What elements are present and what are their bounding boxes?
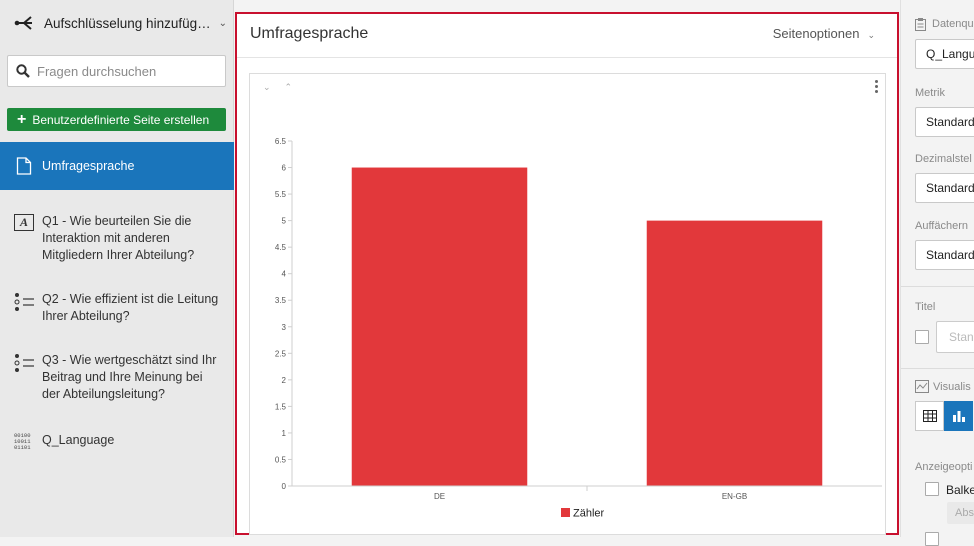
divider [237, 57, 897, 58]
y-tick-label: 6.5 [275, 137, 287, 146]
y-tick-label: 3 [282, 323, 287, 332]
legend-label: Zähler [573, 508, 605, 520]
create-custom-page-label: Benutzerdefinierte Seite erstellen [32, 112, 210, 127]
y-tick-label: 4 [282, 270, 287, 279]
bars-checkbox[interactable] [925, 482, 939, 496]
main-area: Umfragesprache Seitenoptionen ⌄ ⌄⌃ 0 0.5 1 1… [235, 0, 900, 537]
divider [901, 368, 974, 369]
y-tick-label: 3.5 [275, 296, 287, 305]
y-tick-label: 1.5 [275, 402, 287, 411]
y-tick-label: 2.5 [275, 349, 287, 358]
y-tick-label: 0 [282, 482, 287, 491]
decimals-select[interactable]: Standard [915, 173, 974, 203]
text-entry-icon: A [14, 214, 34, 231]
sidebar-item-survey-language[interactable]: Umfragesprache [0, 142, 234, 190]
page-options-button[interactable]: Seitenoptionen ⌄ [773, 26, 875, 41]
multiple-choice-icon [14, 293, 34, 311]
y-tick-label: 6 [282, 164, 287, 173]
chevron-down-icon[interactable]: ⌄ [263, 82, 285, 92]
chevron-down-icon: ⌄ [218, 17, 227, 29]
decimals-label: Dezimalstel [915, 153, 972, 165]
page-title: Umfragesprache [250, 25, 369, 42]
sidebar-item-label: Q3 - Wie wertgeschätzt sind Ihr Beitrag … [42, 353, 217, 401]
breakdown-dropdown[interactable]: Aufschlüsselung hinzufüg… ⌄ [0, 0, 233, 46]
y-tick-label: 1 [282, 429, 287, 438]
search-input[interactable] [37, 63, 217, 79]
bars-option-label: Balke [946, 483, 974, 497]
bar-chart: 0 0.5 1 1.5 2 2.5 3 3.5 4 4.5 5 5.5 6 6.5 DE EN-GB Zäh… [275, 137, 882, 520]
data-source-select[interactable]: Q_Langu [915, 39, 974, 69]
sidebar: Aufschlüsselung hinzufüg… ⌄ + Benutzerde… [0, 0, 234, 537]
abs-field[interactable]: Abs [947, 502, 974, 524]
y-tick-label: 0.5 [275, 455, 287, 464]
plus-icon: + [17, 110, 27, 128]
metric-label: Metrik [915, 87, 945, 99]
multiple-choice-icon [14, 354, 34, 372]
page-icon [16, 157, 32, 175]
clipboard-icon [915, 18, 926, 31]
y-tick-label: 5.5 [275, 190, 287, 199]
title-label: Titel [915, 301, 936, 313]
data-source-label: Datenqu [932, 18, 974, 30]
sidebar-item-label: Q2 - Wie effizient ist die Leitung Ihrer… [42, 292, 219, 323]
sidebar-item-label: Umfragesprache [42, 159, 135, 173]
sidebar-item-q3[interactable]: Q3 - Wie wertgeschätzt sind Ihr Beitrag … [14, 352, 224, 403]
branch-icon [14, 16, 32, 30]
chevron-up-icon[interactable]: ⌃ [284, 82, 307, 92]
sidebar-item-q2[interactable]: Q2 - Wie effizient ist die Leitung Ihrer… [14, 291, 224, 325]
page-panel: Umfragesprache Seitenoptionen ⌄ ⌄⌃ 0 0.5 1 1… [235, 12, 899, 535]
chevron-down-icon: ⌄ [867, 30, 875, 40]
display-options-label: Anzeigeopti [915, 461, 973, 473]
bar [646, 220, 823, 486]
fan-out-label: Auffächern [915, 220, 969, 232]
table-view-button[interactable] [915, 401, 944, 431]
settings-panel: Datenqu Q_Langu Metrik Standard Dezimals… [900, 0, 974, 546]
y-tick-label: 5 [282, 217, 287, 226]
sidebar-item-label: Q1 - Wie beurteilen Sie die Interaktion … [42, 214, 195, 262]
divider [901, 286, 974, 287]
breakdown-label: Aufschlüsselung hinzufüg… [44, 15, 211, 31]
create-custom-page-button[interactable]: + Benutzerdefinierte Seite erstellen [7, 108, 226, 131]
search-box[interactable] [7, 55, 226, 87]
metric-select[interactable]: Standard [915, 107, 974, 137]
binary-data-icon: 00100 10011 01101 [14, 432, 31, 451]
sidebar-item-q-language[interactable]: 00100 10011 01101 Q_Language [14, 432, 224, 451]
bar-chart-icon [952, 411, 965, 422]
visualization-icon [915, 380, 929, 393]
y-tick-label: 4.5 [275, 243, 287, 252]
chart-card: ⌄⌃ 0 0.5 1 1.5 2 2.5 3 3.5 4 4.5 5 5.5 6 6.5 DE EN-GB … [249, 73, 886, 535]
collapse-arrows[interactable]: ⌄⌃ [263, 82, 306, 93]
title-input[interactable]: Stan [936, 321, 974, 353]
bar-chart-view-button[interactable] [944, 401, 973, 431]
legend-swatch [561, 508, 570, 517]
x-tick-label: EN-GB [722, 492, 747, 501]
fan-out-select[interactable]: Standard [915, 240, 974, 270]
bar [351, 167, 528, 486]
sidebar-item-label: Q_Language [42, 433, 115, 447]
sidebar-item-q1[interactable]: A Q1 - Wie beurteilen Sie die Interaktio… [14, 213, 224, 264]
title-checkbox[interactable] [915, 330, 929, 344]
kebab-menu-icon[interactable] [875, 80, 879, 95]
option-checkbox[interactable] [925, 532, 939, 546]
y-tick-label: 2 [282, 376, 287, 385]
visualization-label: Visualis [933, 381, 971, 393]
x-tick-label: DE [434, 492, 445, 501]
page-options-label: Seitenoptionen [772, 26, 860, 41]
search-icon [16, 64, 30, 78]
table-icon [922, 410, 937, 422]
